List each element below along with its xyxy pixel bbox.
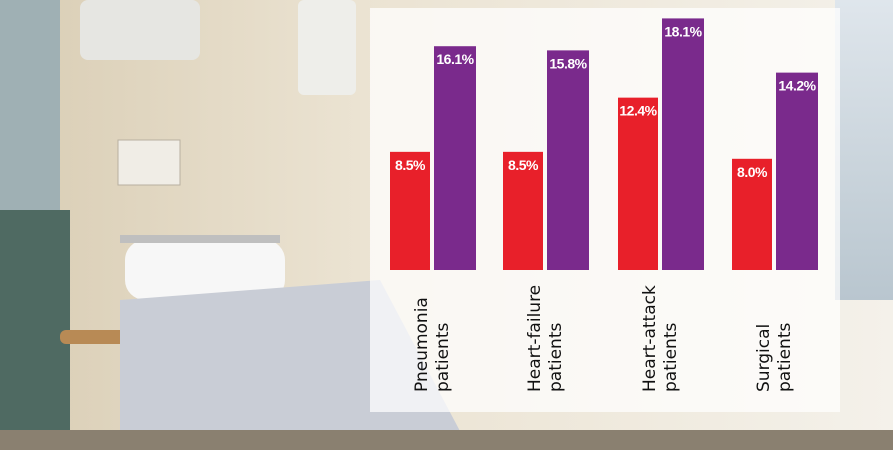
- value-label: 14.2%: [778, 78, 816, 94]
- bar: [776, 72, 818, 271]
- bar: [434, 46, 476, 271]
- bar: [390, 151, 430, 270]
- value-label: 16.1%: [436, 51, 474, 67]
- bar: [618, 97, 658, 270]
- bar: [503, 151, 543, 270]
- value-label: 18.1%: [664, 23, 702, 39]
- category-label: Heart-failurepatients: [525, 285, 566, 392]
- bar: [732, 158, 772, 270]
- category-label: Surgicalpatients: [754, 323, 795, 392]
- value-label: 8.0%: [737, 164, 768, 180]
- value-label: 15.8%: [549, 55, 587, 71]
- plot-area: 8.5% 8.5% 12.4% 8.0% 16.1% 15.8% 18.1% 14.2% Pne…: [390, 18, 818, 392]
- bar: [547, 50, 589, 270]
- value-label: 12.4%: [619, 103, 657, 119]
- category-label: Pneumoniapatients: [412, 297, 453, 392]
- value-label: 8.5%: [508, 157, 539, 173]
- bar: [662, 18, 704, 270]
- value-label: 8.5%: [395, 157, 426, 173]
- category-label: Heart-attackpatients: [640, 285, 681, 392]
